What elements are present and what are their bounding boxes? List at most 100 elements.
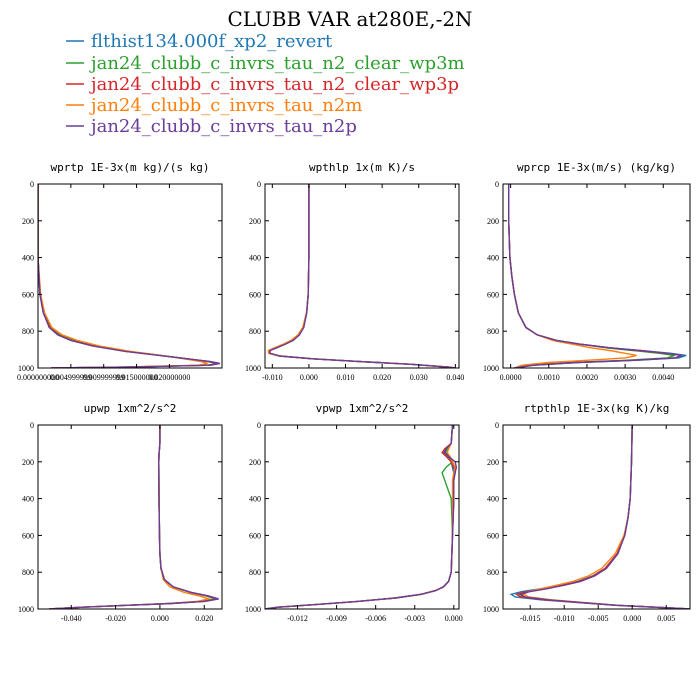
series-line-5 <box>49 425 219 609</box>
series-line-1 <box>509 425 690 609</box>
y-tick-label: 600 <box>487 290 499 299</box>
y-tick-label: 800 <box>487 568 499 577</box>
x-tick-label: 0.000 <box>623 614 641 623</box>
x-tick-label: 0.020 <box>195 614 213 623</box>
y-tick-label: 200 <box>487 458 499 467</box>
x-tick-label: -0.015 <box>520 614 541 623</box>
y-tick-label: 800 <box>22 327 34 336</box>
series-line-1 <box>268 184 456 368</box>
y-tick-label: 400 <box>22 254 34 263</box>
plot-frame <box>37 183 223 369</box>
y-tick-label: 600 <box>249 290 261 299</box>
series-line-3 <box>514 425 690 609</box>
series-line-3 <box>49 425 218 609</box>
y-tick-label: 400 <box>249 495 261 504</box>
panel-2: wpthlp 1x(m K)/s 0 200 400 600 800 1000-0.010 0… <box>245 161 464 382</box>
y-tick-label: 800 <box>487 327 499 336</box>
x-tick-label: -0.020 <box>105 614 126 623</box>
panel-title: wpthlp 1x(m K)/s <box>309 161 415 174</box>
x-tick-label: 0.040 <box>446 373 464 382</box>
panel-title: upwp 1xm^2/s^2 <box>84 402 177 415</box>
x-tick-label: 0.0020 <box>576 373 598 382</box>
series-line-4 <box>267 184 456 368</box>
plot-frame <box>264 424 460 610</box>
x-tick-label: 0.0040 <box>652 373 674 382</box>
series-line-4 <box>49 425 212 609</box>
series-line-1 <box>49 425 218 609</box>
panel-6: rtpthlp 1E-3x(kg K)/kg 0 200 400 600 800 1000 -… <box>483 402 691 623</box>
y-tick-label: 600 <box>249 531 261 540</box>
y-tick-label: 0 <box>30 421 34 430</box>
series-line-3 <box>268 184 456 368</box>
series-line-5 <box>38 184 221 368</box>
x-tick-label: -0.010 <box>554 614 575 623</box>
y-tick-label: 200 <box>249 217 261 226</box>
x-tick-label: 0.009999999 <box>83 373 125 382</box>
x-tick-label: 0.000000000 <box>17 373 59 382</box>
y-tick-label: 400 <box>487 495 499 504</box>
x-tick-label: -0.006 <box>365 614 386 623</box>
y-tick-label: 800 <box>22 568 34 577</box>
x-tick-label: 0.0000 <box>500 373 522 382</box>
panels: wprtp 1E-3x(m kg)/(s kg) 0 200 400 600 800 100… <box>17 161 691 623</box>
y-tick-label: 800 <box>249 568 261 577</box>
y-tick-label: 600 <box>22 290 34 299</box>
x-tick-label: -0.009 <box>326 614 347 623</box>
panel-1: wprtp 1E-3x(m kg)/(s kg) 0 200 400 600 800 100… <box>17 161 223 382</box>
y-tick-label: 200 <box>249 458 261 467</box>
panel-4: upwp 1xm^2/s^2 0 200 400 600 800 1000 -0.040 -0.… <box>18 402 223 623</box>
legend-label-1: flthist134.000f_xp2_revert <box>91 31 333 52</box>
series-line-5 <box>508 184 683 368</box>
plot-frame <box>502 424 691 610</box>
y-tick-label: 800 <box>249 327 261 336</box>
x-tick-label: 0.010 <box>337 373 355 382</box>
y-tick-label: 1000 <box>245 605 261 614</box>
series-line-2 <box>517 425 690 609</box>
x-tick-label: 0.015000000 <box>116 373 158 382</box>
series-line-2 <box>265 425 454 609</box>
panel-3: wprcp 1E-3x(m/s) (kg/kg) 0 200 400 600 800 100… <box>483 161 691 382</box>
y-tick-label: 200 <box>22 217 34 226</box>
plot-frame <box>37 424 223 610</box>
series-line-2 <box>508 184 675 368</box>
series-line-4 <box>38 184 208 368</box>
plot-frame <box>264 183 460 369</box>
series-line-3 <box>265 425 456 609</box>
x-tick-label: 0.0030 <box>614 373 636 382</box>
legend: flthist134.000f_xp2_revert jan24_clubb_c… <box>66 31 465 137</box>
y-tick-label: 400 <box>249 254 261 263</box>
legend-label-2: jan24_clubb_c_invrs_tau_n2_clear_wp3m <box>89 53 465 74</box>
x-tick-label: -0.010 <box>262 373 283 382</box>
y-tick-label: 1000 <box>483 364 499 373</box>
plot-frame <box>502 183 691 369</box>
x-tick-label: 0.020 <box>373 373 391 382</box>
series-line-3 <box>508 184 683 368</box>
series-line-1 <box>265 425 455 609</box>
series-line-5 <box>265 425 458 609</box>
panel-5: vpwp 1xm^2/s^2 0 200 400 600 800 1000 -0.012 -0.… <box>245 402 463 623</box>
x-tick-label: 0.020000000 <box>148 373 190 382</box>
x-tick-label: 0.030 <box>410 373 428 382</box>
y-tick-label: 400 <box>487 254 499 263</box>
series-line-5 <box>519 425 690 609</box>
series-line-5 <box>269 184 456 368</box>
x-tick-label: 0.000 <box>151 614 169 623</box>
series-line-3 <box>38 184 219 368</box>
y-tick-label: 200 <box>22 458 34 467</box>
y-tick-label: 0 <box>257 180 261 189</box>
y-tick-label: 1000 <box>18 605 34 614</box>
series-line-2 <box>49 425 216 609</box>
series-line-2 <box>269 184 456 368</box>
x-tick-label: 0.004999999 <box>50 373 92 382</box>
y-tick-label: 600 <box>22 531 34 540</box>
x-tick-label: 0.0010 <box>538 373 560 382</box>
y-tick-label: 0 <box>495 180 499 189</box>
x-tick-label: 0.000 <box>445 614 463 623</box>
y-tick-label: 0 <box>495 421 499 430</box>
panel-title: wprcp 1E-3x(m/s) (kg/kg) <box>517 161 676 174</box>
x-tick-label: 0.000 <box>300 373 318 382</box>
y-tick-label: 600 <box>487 531 499 540</box>
y-tick-label: 1000 <box>483 605 499 614</box>
y-tick-label: 0 <box>30 180 34 189</box>
